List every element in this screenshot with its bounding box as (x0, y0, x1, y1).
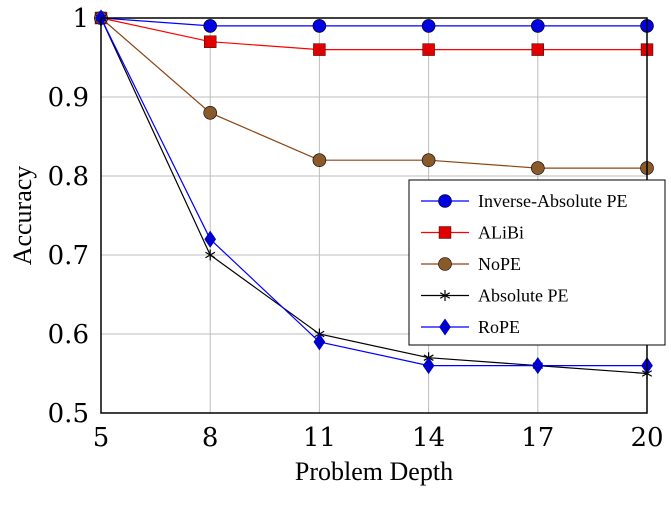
legend-item-inverse-absolute-pe: Inverse-Absolute PE (421, 191, 627, 211)
legend-marker (438, 257, 452, 271)
legend-label: ALiBi (478, 223, 524, 243)
y-tick-label: 0.7 (48, 241, 89, 271)
x-tick-label: 11 (303, 423, 336, 453)
x-tick-label: 5 (93, 423, 110, 453)
x-tick-label: 8 (202, 423, 219, 453)
axis-ticks: 5 8 11 14 17 20 0.5 0.6 0.7 0.8 0.9 1 (48, 4, 664, 453)
series-nope (94, 11, 654, 175)
y-tick-label: 0.5 (48, 399, 89, 429)
data-point-rope (313, 333, 326, 351)
series-line-rope (100, 17, 647, 367)
series-line-inverse-absolute-pe (100, 17, 647, 27)
legend-item-absolute-pe: Absolute PE (421, 286, 569, 306)
y-axis-title: Accuracy (8, 166, 37, 266)
legend-item-alibi: ALiBi (421, 223, 524, 243)
x-tick-label: 20 (630, 423, 663, 453)
series-rope (95, 9, 653, 375)
data-point-nope (203, 106, 217, 120)
data-point-inverse-absolute-pe (312, 19, 327, 33)
data-point-inverse-absolute-pe (530, 19, 545, 33)
data-point-rope (204, 230, 217, 248)
series-line-absolute-pe (100, 17, 648, 375)
legend-label: RoPE (478, 317, 520, 337)
legend-item-nope: NoPE (421, 254, 521, 274)
x-tick-label: 17 (521, 423, 554, 453)
data-point-alibi (203, 35, 217, 48)
series-line-alibi (100, 17, 647, 51)
data-point-nope (312, 153, 327, 167)
series-line-nope (100, 17, 647, 169)
x-tick-label: 14 (412, 423, 445, 453)
legend-marker (439, 290, 451, 301)
data-point-alibi (531, 43, 544, 56)
legend-label: Inverse-Absolute PE (478, 191, 627, 211)
y-tick-label: 0.9 (48, 83, 89, 113)
legend: Inverse-Absolute PE ALiBi NoPE Absolute PE R… (408, 179, 666, 346)
y-tick-label: 0.8 (48, 162, 89, 192)
series-inverse-absolute-pe (94, 11, 654, 33)
data-point-rope (531, 357, 544, 375)
data-point-nope (530, 161, 545, 175)
legend-marker (438, 226, 452, 239)
data-point-alibi (422, 43, 435, 56)
y-tick-label: 1 (72, 4, 89, 34)
series-layer (94, 9, 654, 379)
legend-label: NoPE (478, 254, 521, 274)
legend-item-rope: RoPE (421, 317, 520, 337)
y-tick-label: 0.6 (48, 320, 89, 350)
legend-box (408, 179, 666, 346)
data-point-rope (422, 357, 435, 375)
x-axis-title: Problem Depth (295, 457, 453, 486)
data-point-nope (421, 153, 436, 167)
legend-marker (439, 318, 451, 336)
legend-label: Absolute PE (478, 286, 569, 306)
data-point-inverse-absolute-pe (421, 19, 436, 33)
data-point-alibi (313, 43, 326, 56)
legend-marker (438, 194, 452, 208)
data-point-absolute-pe (205, 249, 216, 261)
data-point-inverse-absolute-pe (203, 19, 217, 33)
